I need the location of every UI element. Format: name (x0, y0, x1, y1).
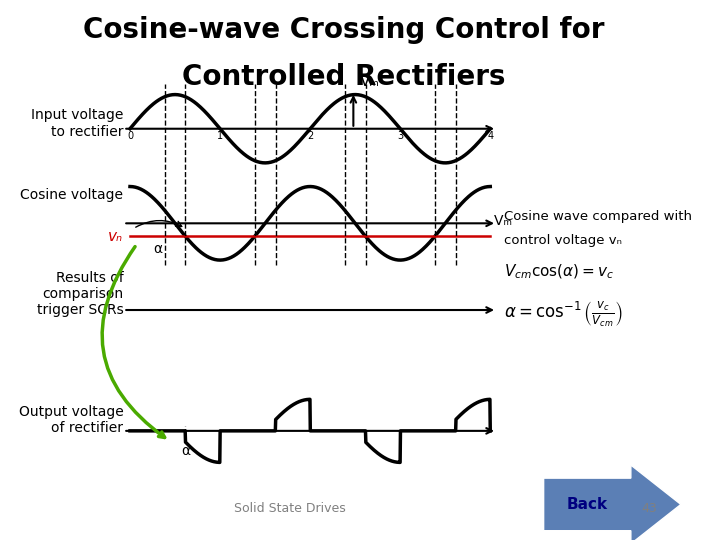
Text: Back: Back (567, 497, 608, 512)
Text: $V_{cm}\cos(\alpha) = v_c$: $V_{cm}\cos(\alpha) = v_c$ (503, 263, 614, 281)
FancyBboxPatch shape (544, 465, 681, 540)
Text: Solid State Drives: Solid State Drives (234, 502, 346, 515)
Text: Cosine voltage: Cosine voltage (20, 188, 123, 202)
Text: control voltage vₙ: control voltage vₙ (503, 234, 621, 247)
Text: Controlled Rectifiers: Controlled Rectifiers (181, 63, 505, 91)
Text: 4: 4 (487, 131, 493, 141)
Text: vₙ: vₙ (108, 229, 123, 244)
Text: α: α (153, 242, 162, 256)
Text: V⁣ₘ: V⁣ₘ (494, 214, 512, 228)
Text: α: α (181, 444, 190, 458)
Text: $\alpha = \cos^{-1}\left(\frac{v_c}{V_{cm}}\right)$: $\alpha = \cos^{-1}\left(\frac{v_c}{V_{c… (503, 300, 623, 329)
Text: Cosine-wave Crossing Control for: Cosine-wave Crossing Control for (83, 16, 604, 44)
Text: 0: 0 (127, 131, 133, 141)
Text: Cosine wave compared with: Cosine wave compared with (503, 210, 692, 223)
Text: 3: 3 (397, 131, 403, 141)
Text: Vₘ: Vₘ (360, 75, 380, 89)
Text: Output voltage
of rectifier: Output voltage of rectifier (19, 405, 123, 435)
Text: 1: 1 (217, 131, 223, 141)
Text: 2: 2 (307, 131, 313, 141)
Text: Results of
comparison
trigger SCRs: Results of comparison trigger SCRs (37, 271, 123, 318)
Text: Input voltage
to rectifier: Input voltage to rectifier (31, 109, 123, 139)
Text: 43: 43 (642, 502, 657, 515)
